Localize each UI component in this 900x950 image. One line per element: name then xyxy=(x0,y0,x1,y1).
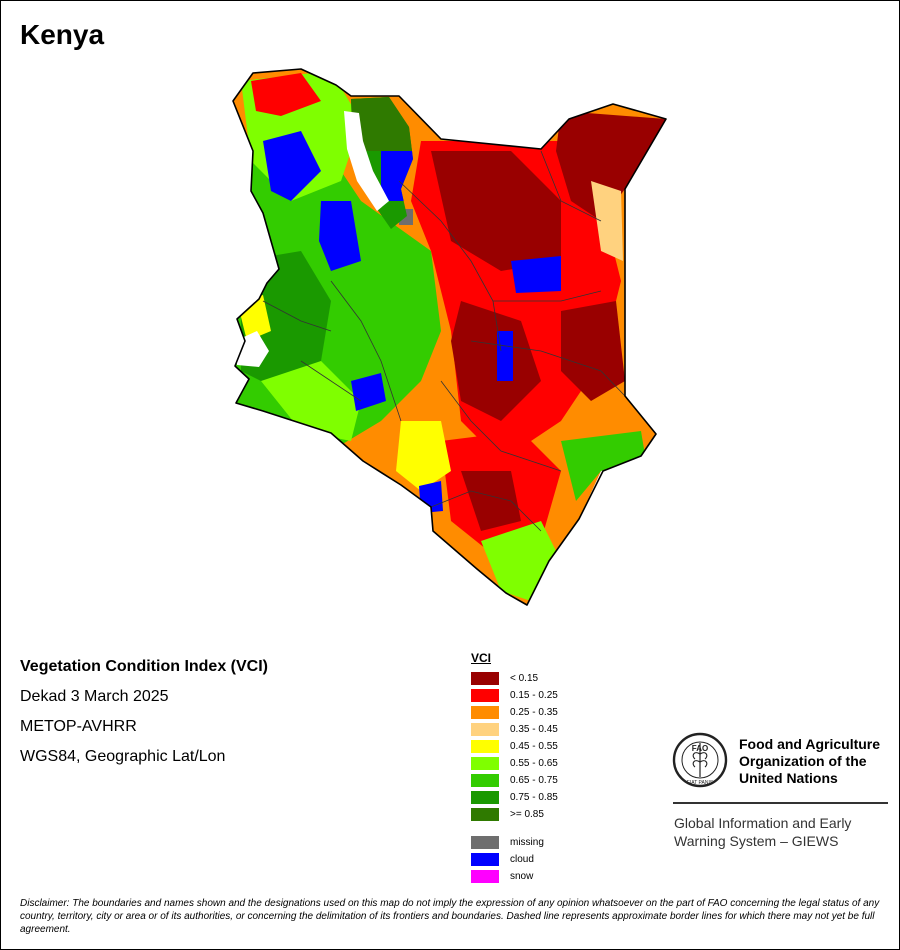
vci-zone-northcentral-darkred xyxy=(431,151,561,271)
legend-swatch xyxy=(471,853,499,866)
legend-label: 0.35 - 0.45 xyxy=(510,724,558,735)
admin-boundary-line xyxy=(470,340,626,397)
legend-title: VCI xyxy=(471,651,492,665)
fao-divider xyxy=(673,802,888,804)
giews-line-1: Global Information and Early xyxy=(674,815,852,831)
admin-boundary-line xyxy=(440,380,562,472)
admin-boundary-line xyxy=(540,150,602,222)
map-sensor: METOP-AVHRR xyxy=(20,718,137,735)
legend-label: 0.55 - 0.65 xyxy=(510,758,558,769)
legend-label: 0.75 - 0.85 xyxy=(510,792,558,803)
legend-label: 0.65 - 0.75 xyxy=(510,775,558,786)
disclaimer-text: Disclaimer: The boundaries and names sho… xyxy=(20,898,880,935)
legend-label: >= 0.85 xyxy=(510,809,544,820)
admin-boundary-line xyxy=(262,300,332,332)
map-title: Kenya xyxy=(20,19,105,50)
vci-zone-lamu-green xyxy=(561,431,646,501)
vci-map xyxy=(232,68,667,606)
legend-label: 0.15 - 0.25 xyxy=(510,690,558,701)
org-name-line-3: United Nations xyxy=(739,770,838,786)
legend-label: 0.45 - 0.55 xyxy=(510,741,558,752)
legend-swatch xyxy=(471,870,499,883)
legend-label: snow xyxy=(510,871,534,882)
kenya-border xyxy=(232,68,667,606)
vci-cloud-northwest xyxy=(263,131,321,201)
vci-cloud-marsabit xyxy=(511,256,561,293)
legend-swatch xyxy=(471,836,499,849)
admin-boundary-line xyxy=(330,280,402,422)
fao-logo-icon: FAO FIAT PANIS xyxy=(672,732,728,788)
vci-zone-mandera-darkred xyxy=(556,111,666,221)
legend-label: missing xyxy=(510,837,544,848)
vci-raster xyxy=(233,69,666,605)
giews-line-2: Warning System – GIEWS xyxy=(674,833,839,849)
admin-boundary-line xyxy=(430,490,542,532)
vci-cloud-rift xyxy=(351,373,386,411)
legend-swatch xyxy=(471,723,499,736)
legend-swatch xyxy=(471,672,499,685)
legend-label: cloud xyxy=(510,854,534,865)
legend-swatch xyxy=(471,808,499,821)
vci-zone-south-darkred xyxy=(461,471,521,531)
map-product-title: Vegetation Condition Index (VCI) xyxy=(20,658,268,675)
map-projection: WGS84, Geographic Lat/Lon xyxy=(20,748,226,765)
admin-boundary-line xyxy=(300,360,362,402)
legend-swatch xyxy=(471,757,499,770)
vci-zone-northwest-red xyxy=(251,73,321,116)
admin-boundary-line xyxy=(398,180,502,352)
legend-swatch xyxy=(471,774,499,787)
vci-zone-northeast-tan xyxy=(591,181,623,261)
fao-logo-motto: FIAT PANIS xyxy=(687,780,714,786)
org-name-line-1: Food and Agriculture xyxy=(739,736,881,752)
vci-zone-garissa-darkred xyxy=(561,301,625,401)
lake-turkana xyxy=(344,111,389,211)
legend-swatch xyxy=(471,706,499,719)
fao-logo-letters: FAO xyxy=(692,744,708,753)
vci-zone-southcentral-yellow xyxy=(396,421,451,491)
org-name-line-2: Organization of the xyxy=(739,753,867,769)
legend-swatch xyxy=(471,689,499,702)
vci-cloud-central xyxy=(497,331,513,381)
vci-zone-central-darkred xyxy=(451,301,541,421)
admin-boundary-line xyxy=(493,290,602,302)
admin-boundaries xyxy=(262,150,626,532)
vci-zone-southwest-lightgreen xyxy=(261,361,361,441)
legend-swatch xyxy=(471,791,499,804)
map-dekad: Dekad 3 March 2025 xyxy=(20,688,169,705)
legend-swatch xyxy=(471,740,499,753)
legend-label: 0.25 - 0.35 xyxy=(510,707,558,718)
legend-label: < 0.15 xyxy=(510,673,539,684)
vci-cloud-west xyxy=(319,201,361,271)
